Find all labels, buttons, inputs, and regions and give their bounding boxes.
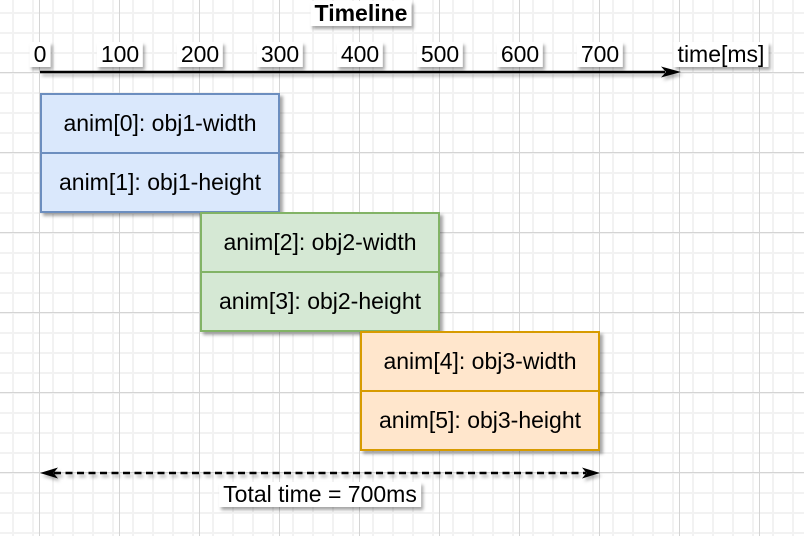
bar-anim3-label: anim[3]: obj2-height [218, 288, 421, 314]
bar-anim4-label: anim[4]: obj3-width [383, 348, 577, 374]
time-axis-arrowhead-icon [661, 66, 681, 78]
bar-anim5-label: anim[5]: obj3-height [378, 407, 581, 433]
axis-unit-label: time[ms] [673, 42, 769, 67]
time-axis-arrow [40, 66, 681, 78]
bar-anim3: anim[3]: obj2-height [200, 271, 440, 332]
bar-anim2-label: anim[2]: obj2-width [223, 229, 417, 255]
total-time-left-arrowhead-icon [40, 467, 58, 479]
bar-anim0: anim[0]: obj1-width [40, 93, 280, 154]
axis-tick-100: 100 [96, 42, 144, 67]
bar-anim0-label: anim[0]: obj1-width [63, 110, 257, 136]
bar-anim5: anim[5]: obj3-height [360, 390, 600, 451]
bar-anim1: anim[1]: obj1-height [40, 152, 280, 213]
axis-tick-700: 700 [576, 42, 624, 67]
axis-tick-300: 300 [256, 42, 304, 67]
bar-anim4: anim[4]: obj3-width [360, 331, 600, 392]
total-time-right-arrowhead-icon [582, 467, 600, 479]
axis-tick-200: 200 [176, 42, 224, 67]
diagram-title: Timeline [310, 1, 412, 26]
total-time-arrow [40, 467, 600, 479]
bar-anim1-label: anim[1]: obj1-height [58, 169, 261, 195]
axis-tick-0: 0 [29, 42, 51, 67]
axis-tick-500: 500 [416, 42, 464, 67]
axis-tick-600: 600 [496, 42, 544, 67]
axis-tick-400: 400 [336, 42, 384, 67]
total-time-label: Total time = 700ms [219, 482, 421, 507]
bar-anim2: anim[2]: obj2-width [200, 212, 440, 273]
